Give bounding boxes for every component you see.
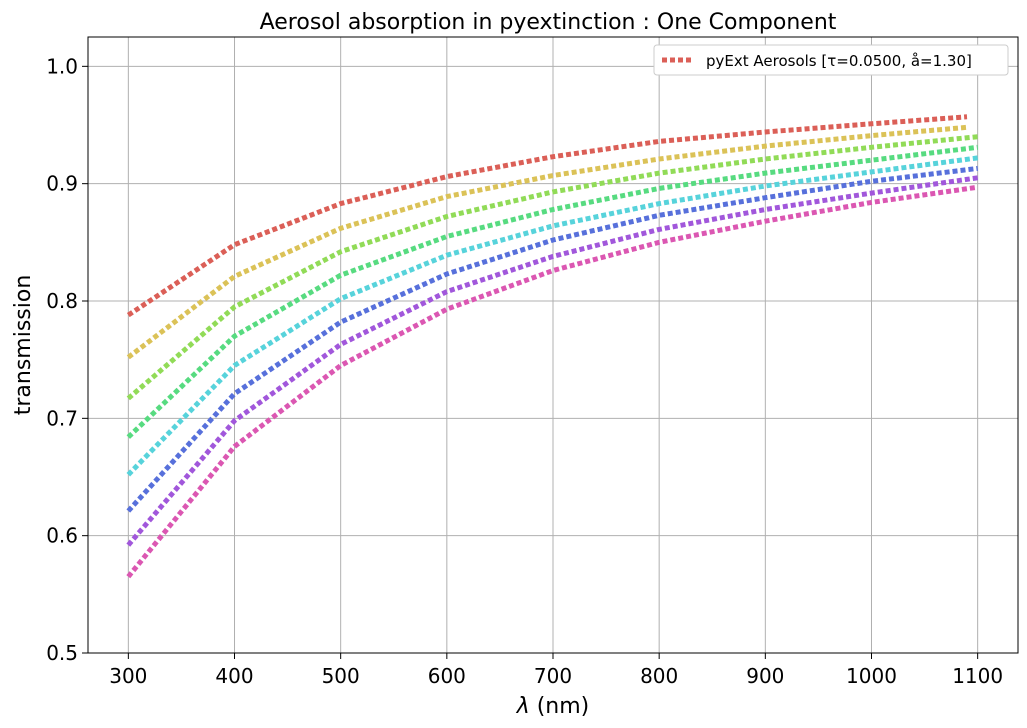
series-line-8 — [126, 184, 979, 579]
series-line-4 — [126, 144, 979, 439]
series-line-6 — [126, 165, 979, 513]
x-tick-label: 300 — [109, 664, 147, 688]
series-line-2 — [126, 124, 968, 360]
ticks — [82, 65, 979, 659]
y-tick-label: 0.6 — [46, 524, 78, 548]
series-line-1 — [126, 114, 968, 318]
chart-title: Aerosol absorption in pyextinction : One… — [260, 10, 837, 35]
x-axis-label: λ (nm) — [516, 694, 590, 719]
y-tick-label: 0.8 — [46, 289, 78, 313]
x-tick-label: 500 — [322, 664, 360, 688]
x-tick-label: 900 — [746, 664, 784, 688]
y-tick-label: 1.0 — [46, 54, 78, 78]
x-tick-label: 700 — [534, 664, 572, 688]
x-axis-unit: (nm) — [530, 694, 590, 719]
series-line-7 — [126, 175, 979, 547]
x-axis-symbol: λ — [516, 694, 530, 719]
x-tick-labels: 300 400 500 600 700 800 900 1000 1100 — [109, 664, 1003, 688]
x-tick-label: 1000 — [846, 664, 897, 688]
grid — [88, 37, 1018, 654]
x-tick-label: 800 — [640, 664, 678, 688]
legend-label: pyExt Aerosols [τ=0.0500, å=1.30] — [706, 52, 972, 70]
y-tick-labels: 0.5 0.6 0.7 0.8 0.9 1.0 — [46, 54, 78, 665]
y-axis-label: transmission — [11, 275, 36, 416]
y-tick-label: 0.5 — [46, 641, 78, 665]
y-tick-label: 0.7 — [46, 406, 78, 430]
y-tick-label: 0.9 — [46, 172, 78, 196]
legend-box — [653, 44, 1009, 76]
series-line-5 — [126, 155, 979, 477]
x-tick-label: 400 — [215, 664, 253, 688]
series-layer — [126, 114, 979, 579]
legend: pyExt Aerosols [τ=0.0500, å=1.30] — [653, 44, 1009, 76]
series-line-3 — [126, 134, 978, 401]
x-tick-label: 1100 — [952, 664, 1003, 688]
x-tick-label: 600 — [428, 664, 466, 688]
